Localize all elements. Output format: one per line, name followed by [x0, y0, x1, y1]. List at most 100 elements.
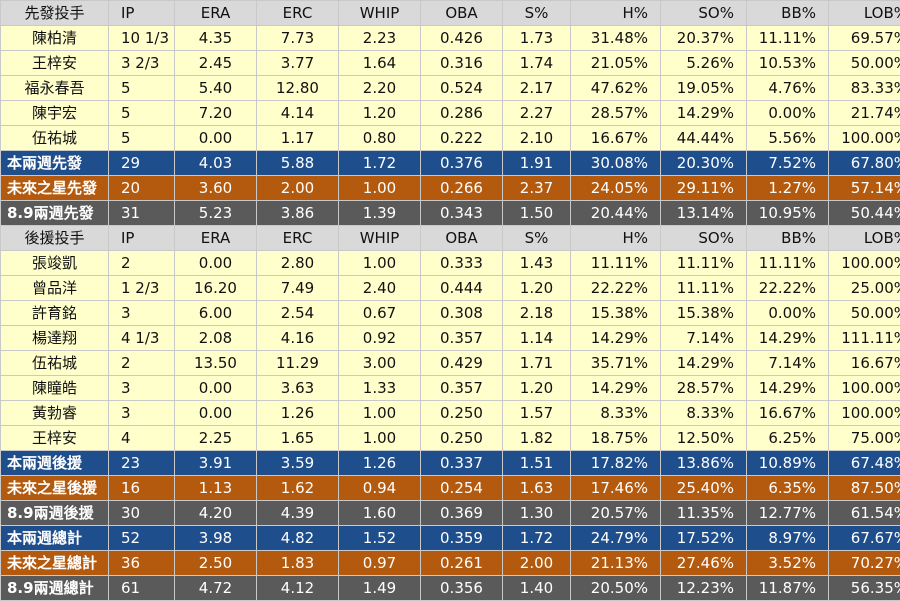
cell-ip: 10 1/3	[108, 25, 175, 51]
cell-erc: 3.86	[256, 200, 339, 226]
cell-ip: 30	[108, 500, 175, 526]
cell-whip: 0.97	[338, 550, 421, 576]
cell-h: 21.13%	[570, 550, 661, 576]
cell-ip: 5	[108, 125, 175, 151]
cell-bb: 3.52%	[746, 550, 829, 576]
cell-so: 8.33%	[660, 400, 747, 426]
cell-s: S%	[502, 0, 571, 26]
cell-so: 13.14%	[660, 200, 747, 226]
cell-s: 2.00	[502, 550, 571, 576]
cell-erc: 4.82	[256, 525, 339, 551]
cell-oba: 0.261	[420, 550, 503, 576]
cell-name: 福永春吾	[0, 75, 109, 101]
cell-h: 16.67%	[570, 125, 661, 151]
starters-summary-row: 8.9兩週先發 31 5.23 3.86 1.39 0.343 1.50 20.44% 13.1…	[0, 200, 900, 226]
cell-so: SO%	[660, 225, 747, 251]
cell-ip: 2	[108, 350, 175, 376]
starters-row: 伍祐城 5 0.00 1.17 0.80 0.222 2.10 16.67% 44.44% 5.5…	[0, 125, 900, 151]
cell-so: 27.46%	[660, 550, 747, 576]
cell-bb: 12.77%	[746, 500, 829, 526]
cell-lob: 100.00%	[828, 400, 900, 426]
cell-era: 4.72	[174, 575, 257, 601]
cell-whip: 1.33	[338, 375, 421, 401]
cell-s: 2.17	[502, 75, 571, 101]
cell-oba: 0.359	[420, 525, 503, 551]
cell-name: 張竣凱	[0, 250, 109, 276]
cell-s: 1.20	[502, 375, 571, 401]
cell-whip: 0.94	[338, 475, 421, 501]
cell-era: ERA	[174, 225, 257, 251]
cell-oba: 0.356	[420, 575, 503, 601]
cell-erc: 7.73	[256, 25, 339, 51]
cell-ip: IP	[108, 225, 175, 251]
relievers-row: 曾品洋 1 2/3 16.20 7.49 2.40 0.444 1.20 22.22% 11.1…	[0, 275, 900, 301]
cell-s: 1.50	[502, 200, 571, 226]
cell-lob: 50.00%	[828, 300, 900, 326]
cell-era: 0.00	[174, 400, 257, 426]
cell-so: 12.23%	[660, 575, 747, 601]
cell-s: 1.91	[502, 150, 571, 176]
cell-whip: 0.67	[338, 300, 421, 326]
cell-whip: 1.00	[338, 400, 421, 426]
cell-bb: BB%	[746, 0, 829, 26]
cell-s: 2.18	[502, 300, 571, 326]
cell-ip: 4	[108, 425, 175, 451]
cell-h: 21.05%	[570, 50, 661, 76]
cell-bb: 5.56%	[746, 125, 829, 151]
cell-oba: 0.343	[420, 200, 503, 226]
cell-era: 3.60	[174, 175, 257, 201]
cell-name: 伍祐城	[0, 350, 109, 376]
cell-whip: 3.00	[338, 350, 421, 376]
cell-s: 1.30	[502, 500, 571, 526]
cell-bb: 8.97%	[746, 525, 829, 551]
cell-era: 1.13	[174, 475, 257, 501]
cell-era: 13.50	[174, 350, 257, 376]
cell-era: 6.00	[174, 300, 257, 326]
cell-oba: 0.286	[420, 100, 503, 126]
cell-ip: 3	[108, 300, 175, 326]
cell-erc: 4.12	[256, 575, 339, 601]
cell-oba: 0.337	[420, 450, 503, 476]
cell-era: 4.03	[174, 150, 257, 176]
starters-summary-row: 本兩週先發 29 4.03 5.88 1.72 0.376 1.91 30.08% 20.30%…	[0, 150, 900, 176]
cell-h: 24.79%	[570, 525, 661, 551]
cell-era: 4.35	[174, 25, 257, 51]
cell-s: 1.74	[502, 50, 571, 76]
cell-oba: 0.266	[420, 175, 503, 201]
cell-era: 16.20	[174, 275, 257, 301]
cell-name: 陳柏清	[0, 25, 109, 51]
cell-so: 20.37%	[660, 25, 747, 51]
cell-name: 陳宇宏	[0, 100, 109, 126]
cell-erc: 11.29	[256, 350, 339, 376]
totals-row: 本兩週總計 52 3.98 4.82 1.52 0.359 1.72 24.79% 17.52%…	[0, 525, 900, 551]
cell-name: 黃勃睿	[0, 400, 109, 426]
cell-era: ERA	[174, 0, 257, 26]
relievers-row: 楊達翔 4 1/3 2.08 4.16 0.92 0.357 1.14 14.29% 7.14%…	[0, 325, 900, 351]
cell-so: 19.05%	[660, 75, 747, 101]
cell-bb: 10.95%	[746, 200, 829, 226]
cell-name: 8.9兩週後援	[0, 500, 109, 526]
cell-whip: 1.52	[338, 525, 421, 551]
cell-ip: 16	[108, 475, 175, 501]
cell-oba: 0.357	[420, 375, 503, 401]
cell-erc: 2.54	[256, 300, 339, 326]
cell-bb: 11.87%	[746, 575, 829, 601]
cell-oba: 0.369	[420, 500, 503, 526]
cell-lob: 100.00%	[828, 375, 900, 401]
cell-whip: 1.26	[338, 450, 421, 476]
cell-ip: 3 2/3	[108, 50, 175, 76]
cell-ip: 61	[108, 575, 175, 601]
cell-whip: 2.23	[338, 25, 421, 51]
cell-ip: 1 2/3	[108, 275, 175, 301]
cell-s: 1.51	[502, 450, 571, 476]
cell-era: 2.08	[174, 325, 257, 351]
cell-so: 11.35%	[660, 500, 747, 526]
totals-row: 未來之星總計 36 2.50 1.83 0.97 0.261 2.00 21.13% 27.46…	[0, 550, 900, 576]
cell-whip: 0.92	[338, 325, 421, 351]
cell-oba: 0.429	[420, 350, 503, 376]
cell-so: 29.11%	[660, 175, 747, 201]
relievers-row: 許育銘 3 6.00 2.54 0.67 0.308 2.18 15.38% 15.38% 0.0…	[0, 300, 900, 326]
cell-erc: ERC	[256, 0, 339, 26]
cell-era: 3.91	[174, 450, 257, 476]
